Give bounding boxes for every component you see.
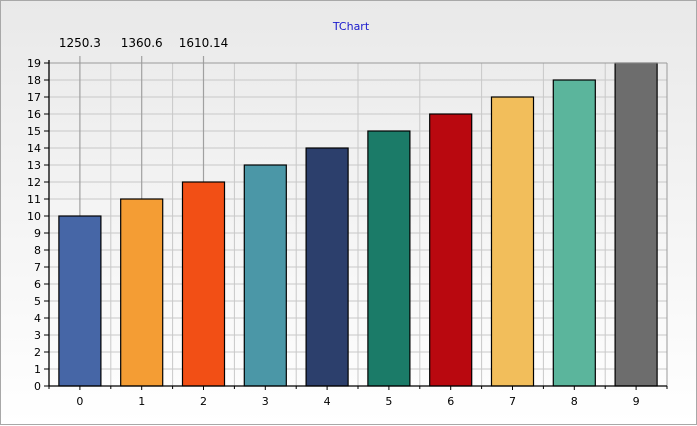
y-tick-label: 5 [34, 295, 41, 308]
x-tick-label: 6 [447, 395, 454, 408]
bar [367, 130, 411, 387]
x-tick-label: 1 [138, 395, 145, 408]
bar-layer [58, 62, 658, 387]
x-tick-label: 0 [76, 395, 83, 408]
y-tick-label: 4 [34, 312, 41, 325]
bar [58, 215, 102, 387]
chart-title: TChart [332, 20, 370, 33]
annotation-label: 1250.3 [59, 36, 101, 50]
y-tick-label: 11 [27, 193, 41, 206]
y-tick-label: 12 [27, 176, 41, 189]
annotation-label: 1610.14 [179, 36, 229, 50]
y-tick-label: 0 [34, 380, 41, 393]
annotation-label: 1360.6 [121, 36, 163, 50]
y-tick-label: 14 [27, 142, 41, 155]
bar [120, 198, 164, 387]
bar [490, 96, 535, 387]
y-tick-label: 15 [27, 125, 41, 138]
y-tick-label: 19 [27, 57, 41, 70]
bar [181, 181, 226, 387]
y-tick-label: 3 [34, 329, 41, 342]
bar [243, 164, 287, 387]
x-tick-label: 7 [509, 395, 516, 408]
x-tick-label: 3 [262, 395, 269, 408]
x-tick-label: 5 [385, 395, 392, 408]
bar [429, 113, 473, 387]
y-tick-label: 9 [34, 227, 41, 240]
y-tick-label: 17 [27, 91, 41, 104]
y-tick-label: 16 [27, 108, 41, 121]
y-tick-label: 10 [27, 210, 41, 223]
y-tick-label: 8 [34, 244, 41, 257]
x-tick-label: 9 [633, 395, 640, 408]
bar [305, 147, 349, 387]
x-tick-label: 4 [324, 395, 331, 408]
bar [614, 62, 658, 387]
y-tick-label: 13 [27, 159, 41, 172]
y-tick-label: 2 [34, 346, 41, 359]
y-tick-label: 6 [34, 278, 41, 291]
bar [552, 79, 596, 387]
y-tick-label: 18 [27, 74, 41, 87]
y-tick-label: 1 [34, 363, 41, 376]
x-tick-label: 8 [571, 395, 578, 408]
x-tick-label: 2 [200, 395, 207, 408]
y-tick-label: 7 [34, 261, 41, 274]
